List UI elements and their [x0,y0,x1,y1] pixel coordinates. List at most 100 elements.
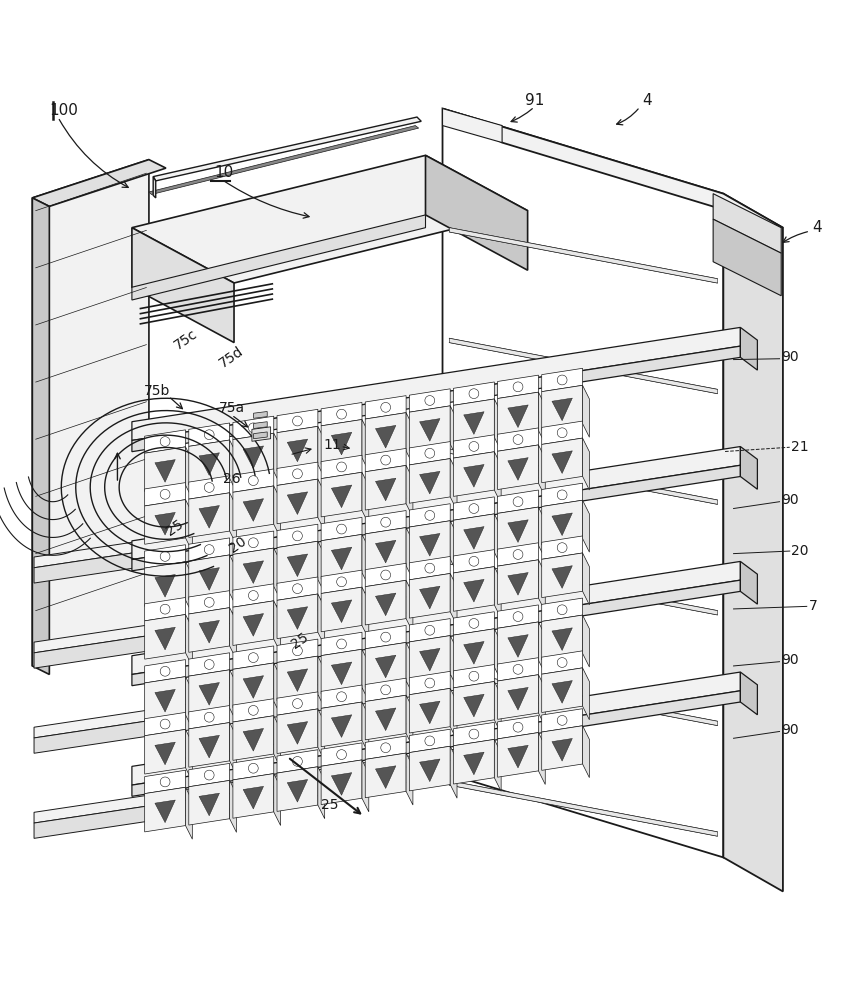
Polygon shape [155,742,175,765]
Polygon shape [318,656,325,708]
Polygon shape [362,534,368,586]
Polygon shape [450,521,457,573]
Polygon shape [464,694,484,717]
Polygon shape [288,722,308,744]
Polygon shape [713,194,781,253]
Polygon shape [277,750,318,773]
Polygon shape [321,702,362,747]
Text: 20: 20 [227,533,249,555]
Polygon shape [318,479,325,531]
Polygon shape [321,402,362,426]
Polygon shape [542,709,583,732]
Polygon shape [145,597,186,621]
Polygon shape [420,586,440,609]
Polygon shape [508,573,528,595]
Polygon shape [409,406,450,450]
Polygon shape [32,160,166,206]
Polygon shape [542,421,583,444]
Polygon shape [498,605,539,628]
Polygon shape [583,385,590,437]
Polygon shape [318,541,325,593]
Polygon shape [508,520,528,542]
Polygon shape [464,642,484,664]
Polygon shape [318,426,325,478]
Polygon shape [132,691,740,796]
Polygon shape [145,677,186,721]
Polygon shape [740,447,757,489]
Polygon shape [494,682,501,733]
Polygon shape [365,695,406,740]
Polygon shape [189,763,230,787]
Polygon shape [230,493,237,545]
Polygon shape [409,688,450,733]
Polygon shape [454,612,494,635]
Polygon shape [331,773,351,795]
Polygon shape [449,670,717,726]
Polygon shape [542,598,583,621]
Polygon shape [186,615,192,666]
Polygon shape [449,781,717,836]
Polygon shape [277,524,318,548]
Polygon shape [464,412,484,434]
Text: 90: 90 [781,493,799,507]
Polygon shape [454,550,494,573]
Polygon shape [443,109,783,228]
Text: 7: 7 [808,599,817,613]
Polygon shape [542,553,583,598]
Polygon shape [365,528,406,572]
Polygon shape [409,636,450,680]
Polygon shape [409,504,450,527]
Polygon shape [498,658,539,681]
Polygon shape [409,389,450,412]
Polygon shape [34,748,460,823]
Polygon shape [406,642,413,694]
Polygon shape [230,670,237,722]
Polygon shape [420,759,440,782]
Polygon shape [454,514,494,559]
Polygon shape [406,580,413,632]
Polygon shape [189,653,230,676]
Polygon shape [233,699,274,722]
Polygon shape [539,445,545,497]
Polygon shape [539,560,545,612]
Polygon shape [454,497,494,520]
Text: 10: 10 [214,165,234,180]
Polygon shape [498,716,539,739]
Polygon shape [199,793,220,816]
Polygon shape [552,398,573,421]
Polygon shape [494,739,501,791]
Polygon shape [132,465,740,571]
Polygon shape [243,786,264,809]
Polygon shape [145,787,186,832]
Polygon shape [321,632,362,656]
Polygon shape [539,507,545,559]
Polygon shape [189,706,230,729]
Polygon shape [145,712,186,736]
Polygon shape [321,420,362,464]
Polygon shape [542,726,583,770]
Polygon shape [288,492,308,514]
Polygon shape [365,736,406,759]
Polygon shape [145,500,186,544]
Polygon shape [277,692,318,715]
Polygon shape [277,426,318,471]
Polygon shape [277,479,318,524]
Polygon shape [321,685,362,708]
Text: 4: 4 [812,220,822,235]
Polygon shape [498,490,539,513]
Polygon shape [233,416,274,440]
Polygon shape [454,567,494,611]
Polygon shape [498,560,539,604]
Text: 25: 25 [322,798,339,812]
Polygon shape [189,723,230,767]
Polygon shape [450,636,457,688]
Polygon shape [454,399,494,444]
Polygon shape [449,449,717,504]
Polygon shape [362,420,368,471]
Polygon shape [365,465,406,510]
Polygon shape [145,660,186,683]
Polygon shape [252,427,271,441]
Polygon shape [277,462,318,485]
Polygon shape [406,753,413,805]
Polygon shape [450,746,457,798]
